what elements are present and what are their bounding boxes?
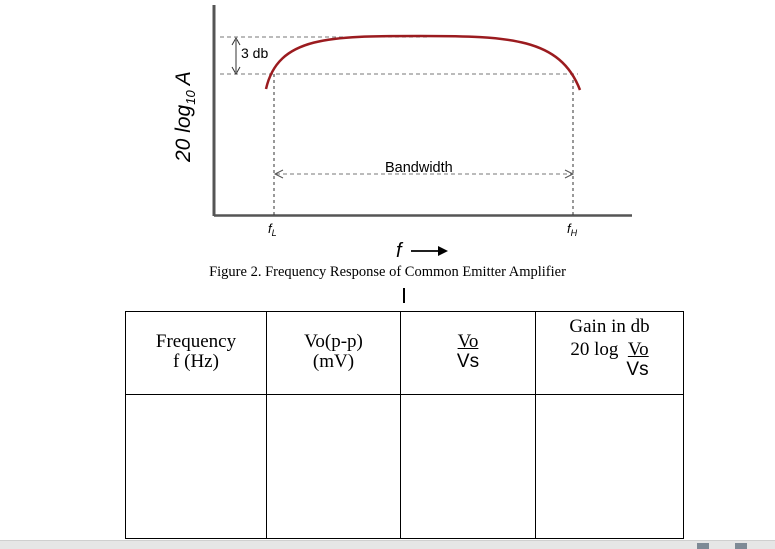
table-header-row: Frequency f (Hz) Vo(p-p) (mV) Vo Vs Gain… <box>125 311 684 395</box>
table-cell[interactable] <box>266 394 401 539</box>
table-cell[interactable] <box>400 394 536 539</box>
x-axis-label: f <box>396 240 404 260</box>
frequency-response-figure: 3 db Bandwidth 20 log10 A fL fH f <box>172 5 632 260</box>
header-frequency: Frequency f (Hz) <box>125 311 267 395</box>
table-cell[interactable] <box>125 394 267 539</box>
bandwidth-label: Bandwidth <box>385 160 453 176</box>
3db-label: 3 db <box>241 45 268 61</box>
header-vo-over-vs: Vo Vs <box>400 311 536 395</box>
response-curve <box>264 34 582 91</box>
fl-label: fL <box>268 221 277 238</box>
header-vo-pp: Vo(p-p) (mV) <box>266 311 401 395</box>
header-gain-db: Gain in db 20 log Vo Vs <box>535 311 684 395</box>
table-cell[interactable] <box>535 394 684 539</box>
read-mode-icon[interactable] <box>697 543 709 549</box>
data-table: Frequency f (Hz) Vo(p-p) (mV) Vo Vs Gain… <box>125 311 684 539</box>
print-layout-icon[interactable] <box>735 543 747 549</box>
fh-label: fH <box>567 221 578 238</box>
figure-caption: Figure 2. Frequency Response of Common E… <box>209 264 566 280</box>
text-cursor <box>403 288 405 303</box>
table-row <box>125 394 684 539</box>
y-axis-label: 20 log10 A <box>172 71 198 163</box>
status-bar <box>0 540 775 549</box>
